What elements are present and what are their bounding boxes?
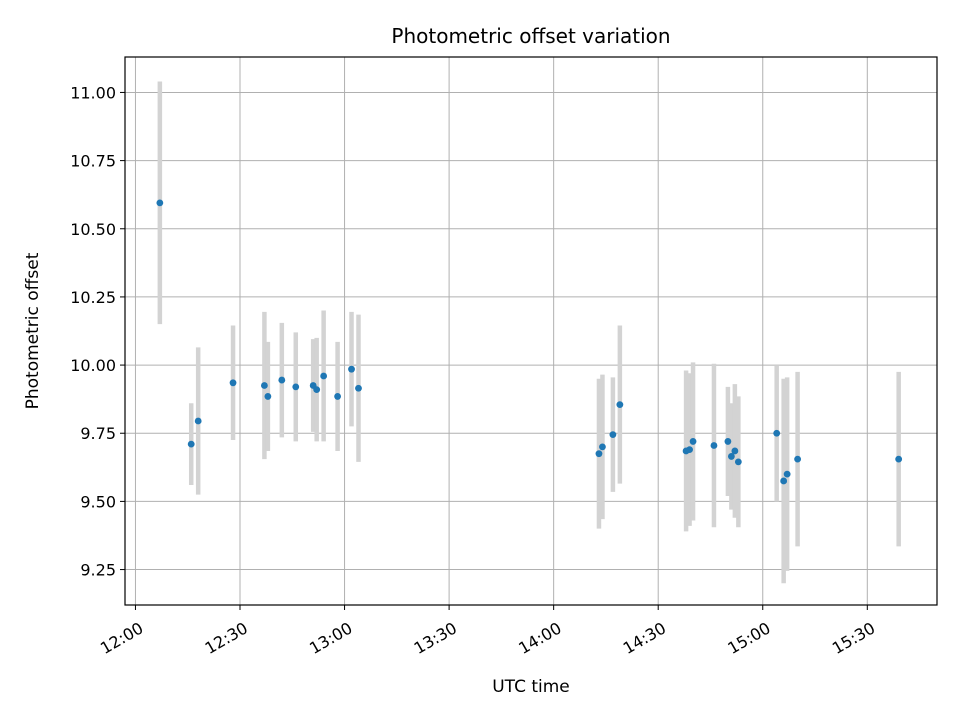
data-point (194, 417, 202, 425)
data-point (686, 446, 693, 453)
data-point (320, 372, 328, 380)
data-point (229, 379, 237, 387)
data-point (783, 470, 791, 478)
chart-title: Photometric offset variation (391, 24, 670, 48)
y-tick-label: 11.00 (70, 83, 116, 102)
data-point (260, 382, 268, 389)
y-axis-label: Photometric offset (23, 252, 43, 409)
data-point (724, 438, 732, 445)
data-point (595, 450, 603, 458)
data-point (278, 376, 286, 384)
data-point (348, 365, 355, 373)
data-point (794, 455, 802, 463)
data-point (334, 393, 341, 400)
data-point (292, 383, 300, 391)
y-tick-label: 9.75 (80, 424, 116, 443)
y-tick-label: 10.75 (70, 152, 116, 171)
y-tick-label: 9.50 (80, 492, 116, 511)
data-point (734, 458, 742, 466)
data-point (710, 442, 718, 449)
data-point (731, 447, 739, 455)
plot-frame (124, 56, 938, 606)
data-point (609, 431, 617, 439)
data-point (599, 443, 606, 451)
y-tick-label: 9.25 (80, 561, 116, 580)
data-point (355, 384, 362, 392)
data-point (264, 393, 272, 400)
data-point (313, 386, 321, 394)
grid-lines (125, 57, 937, 605)
data-point (895, 455, 903, 463)
data-point (727, 453, 735, 460)
data-point (156, 199, 164, 207)
y-tick-label: 10.25 (70, 288, 116, 307)
data-point (780, 477, 788, 485)
x-axis-label: UTC time (492, 677, 570, 697)
data-point (616, 401, 624, 409)
data-points (156, 199, 903, 485)
y-axis-ticks: 9.25 9.50 9.75 10.00 10.25 10.50 10.75 11.00 (70, 83, 125, 580)
y-tick-label: 10.00 (70, 356, 116, 375)
data-point (187, 440, 195, 448)
data-point (689, 438, 697, 445)
data-point (773, 429, 781, 437)
y-tick-label: 10.50 (70, 220, 116, 239)
